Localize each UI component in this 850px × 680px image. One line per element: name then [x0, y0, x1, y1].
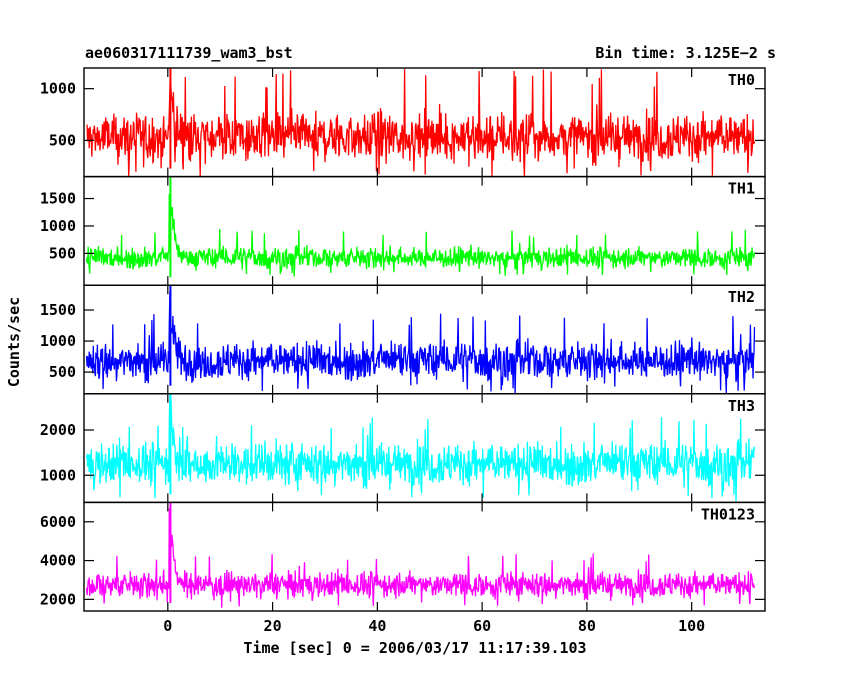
x-tick-label: 0	[163, 617, 172, 635]
lightcurve-th0123	[85, 507, 756, 608]
x-tick-label: 80	[578, 617, 596, 635]
lightcurve-th3	[85, 393, 756, 502]
x-tick-label: 20	[264, 617, 282, 635]
lightcurve-th2	[85, 291, 756, 394]
x-tick-label: 60	[473, 617, 491, 635]
x-tick-label: 100	[678, 617, 705, 635]
panel-frame-th1	[83, 175, 766, 286]
panel-label-th1: TH1	[728, 180, 755, 198]
y-tick-label: 6000	[40, 513, 76, 531]
panel-frame-th0123	[83, 501, 766, 612]
panel-label-th0123: TH0123	[701, 505, 755, 523]
y-tick-label: 1000	[40, 80, 76, 98]
panel-label-th3: TH3	[728, 397, 755, 415]
bin-time-label: Bin time: 3.125E−2 s	[595, 44, 776, 62]
panel-label-th0: TH0	[728, 71, 755, 89]
y-tick-label: 4000	[40, 552, 76, 570]
lightcurve-th1	[85, 190, 756, 277]
y-tick-label: 1000	[40, 217, 76, 235]
y-tick-label: 1500	[40, 190, 76, 208]
y-tick-label: 500	[49, 363, 76, 381]
x-axis-label: Time [sec] 0 = 2006/03/17 11:17:39.103	[243, 639, 587, 657]
y-tick-label: 1500	[40, 301, 76, 319]
lightcurve-th0	[86, 68, 756, 177]
y-tick-label: 1000	[40, 466, 76, 484]
panel-label-th2: TH2	[728, 288, 755, 306]
y-tick-label: 2000	[40, 590, 76, 608]
plot-title: ae060317111739_wam3_bst	[85, 44, 293, 62]
y-tick-label: 500	[49, 131, 76, 149]
y-tick-label: 500	[49, 244, 76, 262]
y-tick-label: 2000	[40, 421, 76, 439]
x-tick-label: 40	[368, 617, 386, 635]
y-tick-label: 1000	[40, 332, 76, 350]
y-axis-label: Counts/sec	[5, 296, 23, 388]
